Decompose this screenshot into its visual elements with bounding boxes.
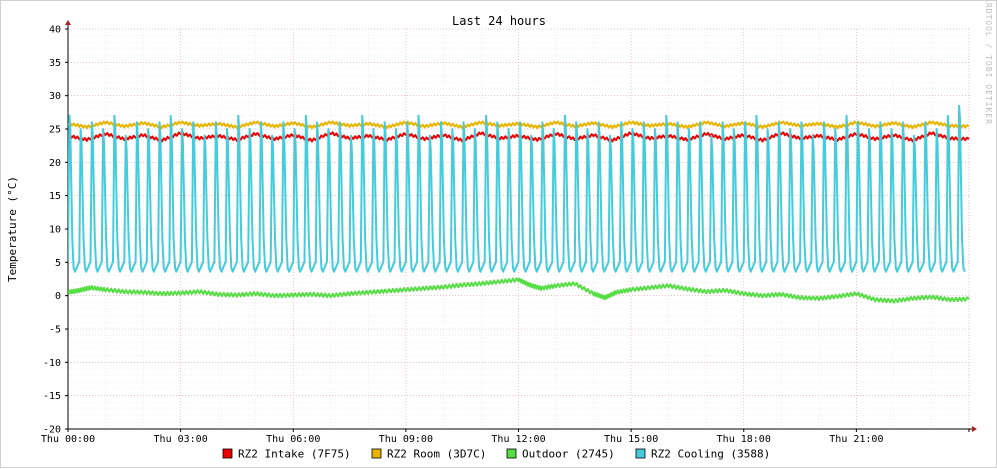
legend-label: RZ2 Room (3D7C) — [387, 448, 486, 461]
y-axis-arrow — [65, 20, 71, 25]
rrdtool-watermark: RRDTOOL / TOBI OETIKER — [984, 1, 993, 125]
y-tick-label: 10 — [49, 225, 61, 236]
legend-swatch — [506, 448, 517, 459]
y-tick-label: 20 — [49, 158, 61, 169]
legend-label: RZ2 Cooling (3588) — [651, 448, 770, 461]
x-tick-label: Thu 09:00 — [379, 434, 433, 445]
x-axis-arrow — [972, 426, 977, 432]
x-tick-label: Thu 12:00 — [491, 434, 545, 445]
y-tick-label: 35 — [49, 58, 61, 69]
grid — [67, 28, 970, 430]
legend-label: RZ2 Intake (7F75) — [238, 448, 351, 461]
y-tick-label: -15 — [43, 391, 61, 402]
x-tick-label: Thu 06:00 — [266, 434, 320, 445]
y-tick-label: 0 — [55, 291, 61, 302]
x-tick-label: Thu 00:00 — [41, 434, 95, 445]
x-tick-label: Thu 18:00 — [717, 434, 771, 445]
y-tick-label: -5 — [49, 325, 61, 336]
y-tick-label: 15 — [49, 191, 61, 202]
y-tick-label: 25 — [49, 125, 61, 136]
y-axis-label: Temperature (°C) — [6, 176, 19, 282]
series-line-3 — [68, 104, 966, 273]
y-tick-label: 5 — [55, 258, 61, 269]
chart-title: Last 24 hours — [452, 14, 546, 28]
series-line-0 — [68, 131, 970, 143]
y-tick-label: 30 — [49, 91, 61, 102]
legend-swatch — [371, 448, 382, 459]
series-line-1 — [68, 120, 970, 130]
axes — [65, 20, 977, 432]
x-tick-label: Thu 15:00 — [604, 434, 658, 445]
y-tick-labels: 40 35 30 25 20 15 10 5 0 -5 -10 -15 -20 — [43, 25, 61, 436]
x-tick-labels: Thu 00:00 Thu 03:00 Thu 06:00 Thu 09:00 Thu … — [41, 434, 884, 445]
x-tick-label: Thu 03:00 — [154, 434, 208, 445]
legend-swatch — [222, 448, 233, 459]
series-line-2 — [68, 277, 970, 304]
series-lines — [68, 104, 970, 304]
y-tick-label: -20 — [43, 425, 61, 436]
legend: RZ2 Intake (7F75) RZ2 Room (3D7C) Outdoor … — [222, 448, 770, 461]
legend-label: Outdoor (2745) — [522, 448, 615, 461]
y-tick-label: 40 — [49, 25, 61, 36]
x-tick-label: Thu 21:00 — [829, 434, 883, 445]
y-tick-label: -10 — [43, 358, 61, 369]
legend-swatch — [635, 448, 646, 459]
